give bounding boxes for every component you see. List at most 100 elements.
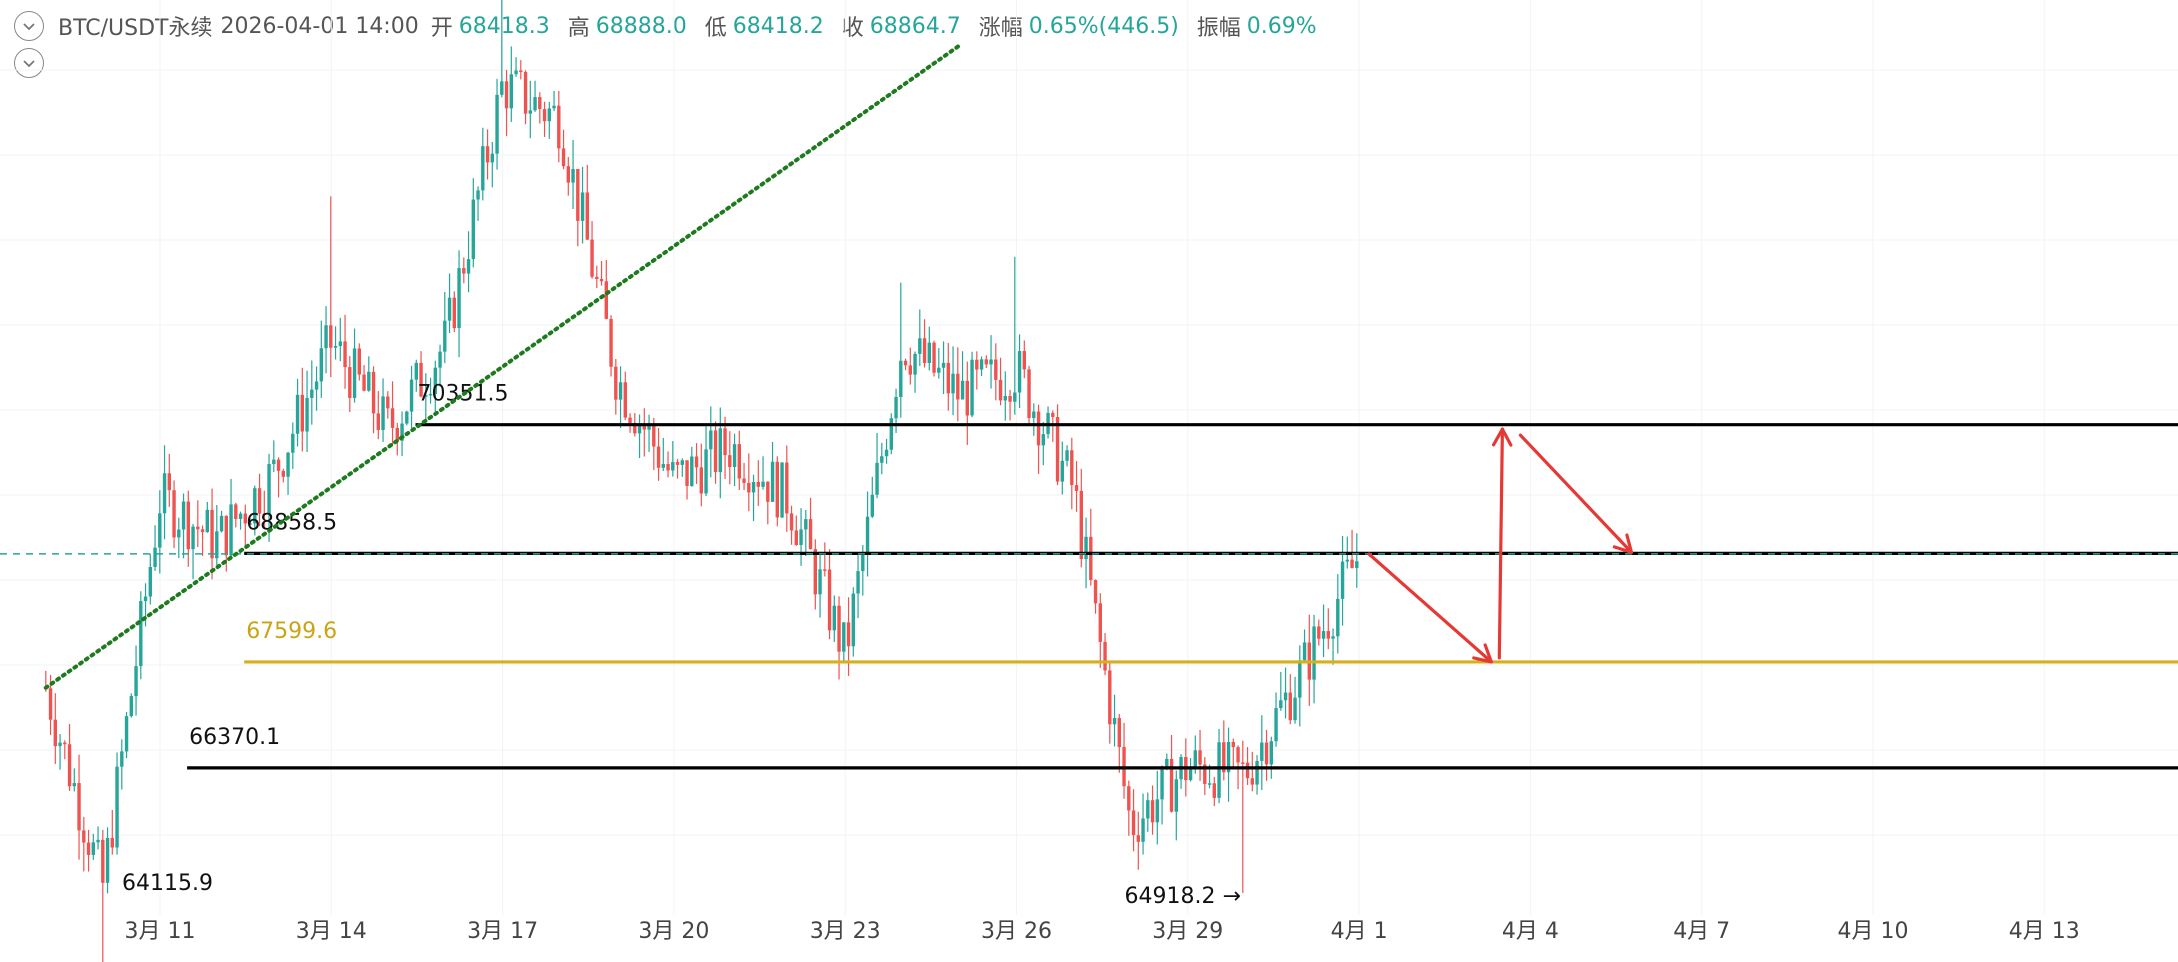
candle-body bbox=[1065, 450, 1069, 461]
candle bbox=[842, 622, 846, 662]
candle bbox=[523, 70, 528, 125]
candle bbox=[300, 367, 304, 452]
candle-body bbox=[405, 411, 409, 424]
candle bbox=[770, 442, 775, 503]
candle bbox=[941, 341, 946, 395]
candle bbox=[946, 343, 950, 411]
candle-body bbox=[709, 430, 713, 450]
candle-body bbox=[766, 481, 770, 502]
candle-body bbox=[842, 622, 846, 652]
candle-body bbox=[694, 456, 699, 468]
candle-body bbox=[1241, 762, 1245, 764]
candle-body bbox=[1017, 351, 1022, 393]
chevron-down-icon[interactable] bbox=[14, 48, 44, 78]
chevron-down-icon[interactable] bbox=[14, 11, 44, 41]
candle bbox=[994, 343, 998, 401]
x-axis-tick-label: 4月 7 bbox=[1673, 919, 1730, 944]
candle-body bbox=[1188, 766, 1193, 781]
candle-body bbox=[48, 688, 53, 720]
candle bbox=[215, 505, 219, 566]
projection-arrow[interactable] bbox=[1491, 427, 1513, 660]
candle-body bbox=[139, 601, 143, 667]
candle-body bbox=[381, 396, 385, 431]
candle-body bbox=[846, 622, 851, 647]
candle bbox=[732, 433, 737, 487]
candle bbox=[481, 127, 485, 201]
candle-body bbox=[1317, 626, 1321, 639]
extreme-price-annotation: 64918.2 → bbox=[1124, 884, 1240, 909]
candle-body bbox=[599, 278, 604, 282]
extreme-price-annotation: 64115.9 bbox=[122, 871, 213, 896]
x-axis: 3月 11 3月 14 3月 17 3月 20 3月 23 3月 26 3月 29 4月 1 4… bbox=[125, 919, 2080, 944]
candle bbox=[414, 359, 418, 392]
candle-body bbox=[941, 362, 946, 368]
candle-body bbox=[865, 516, 870, 554]
candle bbox=[419, 351, 423, 398]
candle-body bbox=[72, 783, 76, 787]
candle bbox=[528, 80, 532, 139]
candle bbox=[1117, 713, 1121, 773]
candle-body bbox=[124, 716, 129, 752]
candle-body bbox=[210, 509, 214, 559]
trendline[interactable] bbox=[43, 43, 962, 690]
projection-arrow[interactable] bbox=[1367, 552, 1493, 664]
candle-body bbox=[162, 473, 167, 514]
candle-body bbox=[466, 259, 471, 274]
candle-body bbox=[419, 362, 423, 397]
candle-body bbox=[538, 97, 542, 110]
candle bbox=[747, 453, 751, 512]
candle-body bbox=[215, 531, 219, 559]
candle bbox=[1241, 740, 1245, 894]
candle bbox=[1108, 661, 1112, 744]
candle-body bbox=[699, 467, 703, 494]
candle-body bbox=[671, 461, 675, 471]
candle-body bbox=[932, 342, 936, 373]
candle-body bbox=[324, 325, 328, 349]
candle bbox=[975, 351, 979, 390]
candle bbox=[509, 46, 513, 122]
candle bbox=[181, 493, 186, 559]
candle-body bbox=[642, 423, 646, 430]
candle bbox=[937, 347, 941, 379]
candle bbox=[1250, 751, 1254, 792]
candle-body bbox=[105, 837, 110, 883]
candle bbox=[447, 273, 452, 334]
candle bbox=[1274, 692, 1278, 747]
amplitude-label: 振幅 bbox=[1196, 16, 1241, 41]
candle-body bbox=[561, 148, 566, 167]
candle-body bbox=[789, 513, 794, 531]
candle bbox=[1298, 645, 1302, 727]
candle bbox=[1041, 421, 1045, 466]
candle-body bbox=[1193, 750, 1197, 767]
candle-body bbox=[205, 509, 209, 533]
candle bbox=[960, 351, 965, 400]
candle-body bbox=[1146, 800, 1150, 819]
candle bbox=[1260, 715, 1264, 791]
candle-body bbox=[1212, 783, 1216, 798]
candle bbox=[1326, 608, 1330, 650]
candle bbox=[889, 413, 893, 455]
candle-body bbox=[1302, 642, 1307, 661]
candle bbox=[367, 356, 371, 392]
candle-body bbox=[129, 696, 133, 717]
candle-body bbox=[633, 422, 637, 434]
arrow-head bbox=[1472, 643, 1493, 664]
candle bbox=[281, 468, 285, 483]
candle-body bbox=[158, 513, 162, 548]
candle bbox=[248, 518, 252, 525]
candle-body bbox=[785, 462, 789, 514]
candle bbox=[699, 443, 703, 507]
candle bbox=[737, 430, 741, 491]
candle-body bbox=[1198, 750, 1202, 765]
projection-arrow[interactable] bbox=[1518, 433, 1634, 555]
candle bbox=[200, 525, 205, 557]
candle-body bbox=[91, 842, 95, 855]
candle bbox=[1222, 720, 1226, 781]
candle-body bbox=[191, 526, 195, 550]
candle bbox=[728, 431, 732, 485]
candle bbox=[666, 451, 670, 478]
candle-body bbox=[960, 380, 965, 400]
candle-body bbox=[1070, 450, 1074, 486]
candle bbox=[989, 335, 993, 389]
